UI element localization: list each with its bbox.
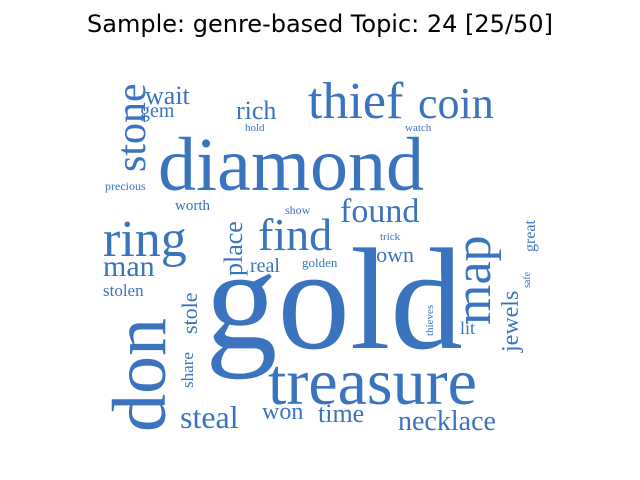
word-stole: stole bbox=[177, 292, 202, 334]
word-lit: lit bbox=[460, 318, 475, 338]
word-stolen: stolen bbox=[103, 281, 144, 300]
word-show: show bbox=[285, 203, 311, 217]
word-rich: rich bbox=[236, 96, 276, 125]
word-hold: hold bbox=[245, 122, 265, 134]
word-found: found bbox=[340, 193, 419, 230]
word-thief: thief bbox=[308, 73, 404, 130]
word-map: map bbox=[445, 235, 502, 325]
word-treasure: treasure bbox=[268, 346, 477, 419]
word-real: real bbox=[250, 255, 280, 277]
word-diamond: diamond bbox=[158, 123, 424, 207]
word-place: place bbox=[219, 221, 248, 276]
word-wait: wait bbox=[145, 81, 191, 110]
word-thieves: thieves bbox=[424, 305, 436, 336]
word-won: won bbox=[262, 399, 303, 425]
word-gem: gem bbox=[140, 100, 175, 122]
word-great: great bbox=[522, 219, 539, 252]
word-share: share bbox=[178, 352, 197, 388]
word-time: time bbox=[318, 399, 364, 428]
word-ring: ring bbox=[103, 211, 187, 268]
word-watch: watch bbox=[405, 122, 432, 134]
word-trick: trick bbox=[380, 231, 401, 243]
word-worth: worth bbox=[175, 198, 210, 214]
word-steal: steal bbox=[180, 399, 239, 435]
word-town: town bbox=[370, 242, 414, 267]
word-find: find bbox=[258, 209, 332, 260]
word-precious: precious bbox=[105, 179, 146, 193]
word-safe: safe bbox=[522, 271, 533, 288]
word-don: don bbox=[98, 318, 182, 432]
word-jewels: jewels bbox=[498, 291, 524, 353]
word-gold: gold bbox=[205, 220, 463, 380]
word-necklace: necklace bbox=[398, 406, 496, 437]
page-title: Sample: genre-based Topic: 24 [25/50] bbox=[87, 10, 553, 38]
word-golden: golden bbox=[302, 255, 338, 270]
word-coin: coin bbox=[418, 79, 494, 128]
word-stone: stone bbox=[109, 83, 155, 172]
word-man: man bbox=[103, 250, 155, 283]
